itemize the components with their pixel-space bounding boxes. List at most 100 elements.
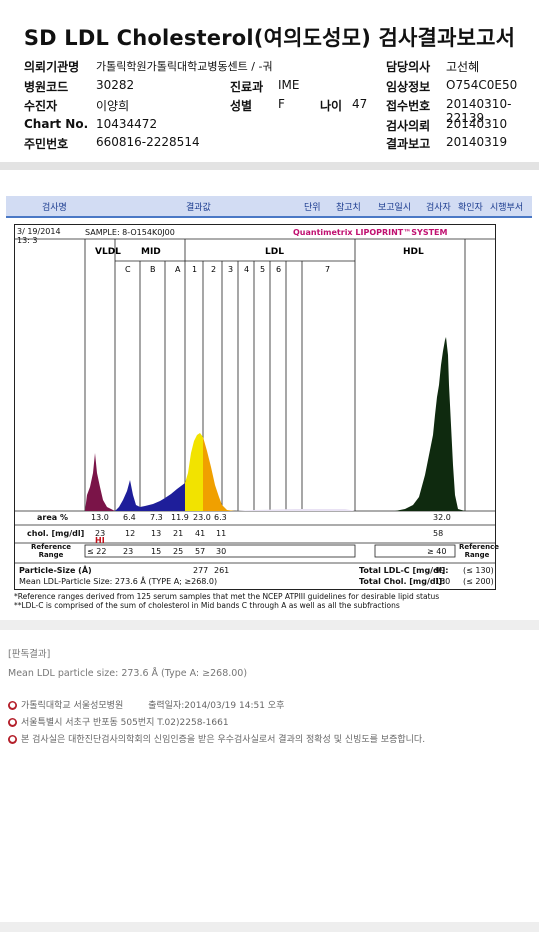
particle-size-label: Particle-Size (Å) [19,566,92,575]
chol-value: 21 [173,529,184,538]
info-label: 접수번호 [386,99,431,113]
info-value: 30282 [96,78,135,92]
judgment-text: Mean LDL particle size: 273.6 Å (Type A:… [8,668,248,679]
info-value: F [278,97,285,111]
area-value: 6.3 [214,513,227,522]
footer-line: ● 가톨릭대학교 서울성모병원 출력일자:2014/03/19 14:51 오후 [8,698,284,711]
total-chol-label: Total Chol. [mg/dl]: [359,577,446,586]
report-title: SD LDL Cholesterol(여의도성모) 검사결과보고서 [23,26,516,50]
info-value: 고선혜 [446,60,480,74]
area-label: area % [37,513,68,522]
footer-line: ● 본 검사실은 대한진단검사의학회의 신임인증을 받은 우수검사실로서 결과의 … [8,732,425,745]
col-result: 결과값 [186,203,211,213]
band-label-5: 5 [260,265,265,274]
info-label: 성별 [230,99,253,113]
ldl2-region [203,437,235,511]
info-label: 의뢰기관명 [24,60,80,74]
col-test-name: 검사명 [42,203,67,213]
info-label: 결과보고 [386,137,431,151]
band-label-7: 7 [325,265,330,274]
col-report-time: 보고일시 [378,203,412,213]
band-label-3: 3 [228,265,233,274]
info-label: 담당의사 [386,60,431,74]
info-value: O754C0E50 [446,78,518,92]
chart-date: 3/ 19/2014 [17,227,61,236]
divider [0,162,539,170]
electrophoresis-plot: VLDL MID LDL HDL C B A 1 2 3 4 5 6 7 [15,238,495,564]
band-label-b: B [150,265,156,274]
info-label: 병원코드 [24,80,69,94]
reference-value: 57 [195,547,206,556]
chol-value: 11 [216,529,227,538]
col-tester: 검사자 [426,203,451,213]
info-value: 47 [352,97,368,111]
total-chol-value: 180 [435,577,451,586]
info-value: 660816-2228514 [96,135,200,149]
total-chol-ref: (≤ 200) [463,577,494,586]
footer-org: 가톨릭대학교 서울성모병원 [21,701,124,711]
info-label: 검사의뢰 [386,119,431,133]
total-ldl-ref: (≤ 130) [463,566,494,575]
info-label: 임상정보 [386,80,431,94]
info-bullet-icon: ● [8,735,17,744]
info-value: 10434472 [96,117,158,131]
divider [0,620,539,630]
chol-hi-flag: HI [95,536,105,545]
area-value: 7.3 [150,513,163,522]
area-hdl-value: 32.0 [433,513,451,522]
info-bullet-icon: ● [8,718,17,727]
reference-value: 23 [123,547,134,556]
col-unit: 단위 [304,203,321,213]
band-label-4: 4 [244,265,249,274]
group-label-hdl: HDL [403,247,424,257]
reference-value: ≤ 22 [87,547,107,556]
ldl1-region [185,433,203,511]
area-value: 6.4 [123,513,136,522]
footer-line: ● 서울특별시 서초구 반포동 505번지 T.02)2258-1661 [8,715,229,728]
mean-ldl-size: Mean LDL-Particle Size: 273.6 Å (TYPE A;… [19,577,218,586]
chart-brand: Quantimetrix LIPOPRINT™SYSTEM [293,228,448,237]
chart-time: 13: 3 [17,236,38,245]
info-value: 20140310-22139 [446,97,512,125]
reference-label: Reference Range [30,543,71,559]
band-lines [15,238,495,512]
col-confirmer: 확인자 [458,203,483,213]
band-label-6: 6 [276,265,281,274]
particle-size-value: 261 [214,566,230,575]
footer-certification: 본 검사실은 대한진단검사의학회의 신임인증을 받은 우수검사실로서 결과의 정… [21,735,426,745]
area-value: 11.9 [171,513,189,522]
total-ldl-label: Total LDL-C [mg/dl]: [359,566,449,575]
info-label: 수진자 [24,99,58,113]
chol-hdl-value: 58 [433,529,444,538]
lipoprint-chart: 3/ 19/2014 13: 3 SAMPLE: 8-O154K0J00 Qua… [14,224,500,590]
judgment-title: [판독결과] [8,649,51,660]
table-lines [15,524,495,564]
reference-value: 25 [173,547,184,556]
reference-label-right: Reference Range [459,543,500,559]
reference-box [84,544,356,558]
chol-value: 23 [95,529,106,538]
total-ldl-value: 99 [435,566,446,575]
footnotes: *Reference ranges derived from 125 serum… [14,592,439,610]
info-value: IME [278,78,300,92]
col-department: 시행부서 [490,203,524,213]
info-value: 가톨릭학원가톨릭대학교병동센트 / -궈 [96,60,273,73]
col-reference: 참고치 [336,203,361,213]
chol-label: chol. [mg/dl] [27,529,85,538]
chart-sample: SAMPLE: 8-O154K0J00 [85,228,175,237]
band-label-a: A [175,265,181,274]
info-value: 이양희 [96,99,130,113]
hdl-peak [395,337,465,511]
info-value: 20140319 [446,135,508,149]
reference-hdl-value: ≥ 40 [427,547,447,556]
info-label: Chart No. [24,117,89,131]
mid-region [115,480,185,511]
chol-value: 13 [151,529,162,538]
info-label: 주민번호 [24,137,69,151]
footer-print-date: 출력일자:2014/03/19 14:51 오후 [148,701,285,711]
reference-value: 15 [151,547,162,556]
area-value: 13.0 [91,513,109,522]
footnote: **LDL-C is comprised of the sum of chole… [14,601,400,610]
hdl-reference-box [374,544,456,558]
chol-value: 41 [195,529,206,538]
